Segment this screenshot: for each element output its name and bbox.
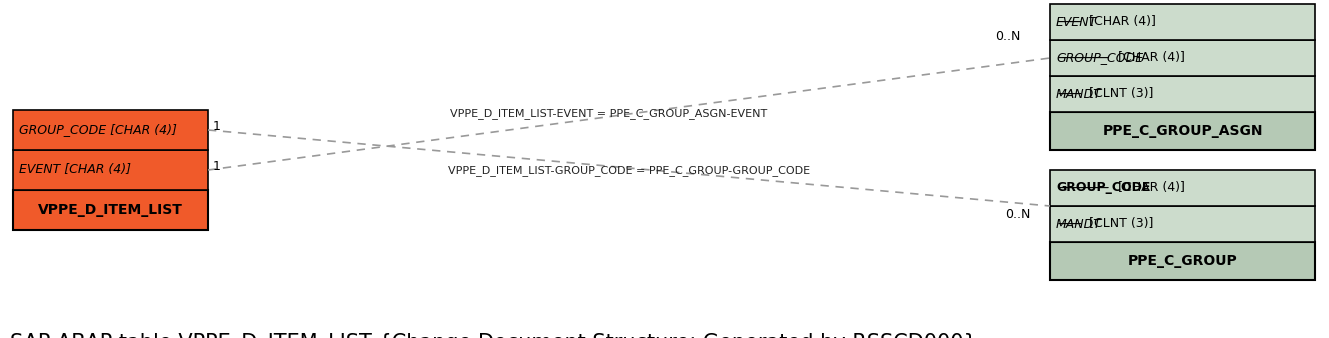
Text: 1: 1: [213, 120, 221, 133]
Text: SAP ABAP table VPPE_D_ITEM_LIST {Change Document Structure; Generated by RSSCD00: SAP ABAP table VPPE_D_ITEM_LIST {Change …: [11, 333, 977, 338]
Text: [CHAR (4)]: [CHAR (4)]: [1084, 16, 1156, 28]
Bar: [13, 190, 209, 230]
Bar: [1050, 76, 1314, 112]
Text: PPE_C_GROUP: PPE_C_GROUP: [1127, 254, 1237, 268]
Text: 0..N: 0..N: [1005, 208, 1030, 221]
Text: MANDT: MANDT: [1057, 88, 1102, 100]
Text: EVENT [CHAR (4)]: EVENT [CHAR (4)]: [19, 164, 132, 176]
Text: GROUP_CODE [CHAR (4)]: GROUP_CODE [CHAR (4)]: [19, 123, 177, 137]
Text: 0..N: 0..N: [995, 30, 1021, 43]
Bar: [1050, 206, 1314, 242]
Text: [CHAR (4)]: [CHAR (4)]: [1114, 51, 1185, 65]
Bar: [13, 150, 209, 190]
Text: PPE_C_GROUP_ASGN: PPE_C_GROUP_ASGN: [1102, 124, 1263, 138]
Text: VPPE_D_ITEM_LIST: VPPE_D_ITEM_LIST: [39, 203, 183, 217]
Text: GROUP_CODE: GROUP_CODE: [1057, 51, 1143, 65]
Text: [CHAR (4)]: [CHAR (4)]: [1114, 182, 1185, 194]
Text: VPPE_D_ITEM_LIST-EVENT = PPE_C_GROUP_ASGN-EVENT: VPPE_D_ITEM_LIST-EVENT = PPE_C_GROUP_ASG…: [451, 108, 768, 119]
Text: MANDT: MANDT: [1057, 217, 1102, 231]
Text: [CLNT (3)]: [CLNT (3)]: [1084, 88, 1154, 100]
Bar: [1050, 112, 1314, 150]
Text: VPPE_D_ITEM_LIST-GROUP_CODE = PPE_C_GROUP-GROUP_CODE: VPPE_D_ITEM_LIST-GROUP_CODE = PPE_C_GROU…: [448, 165, 811, 176]
Bar: [13, 110, 209, 150]
Text: EVENT: EVENT: [1057, 16, 1098, 28]
Bar: [1050, 170, 1314, 206]
Bar: [1050, 242, 1314, 280]
Bar: [1050, 40, 1314, 76]
Text: GROUP_CODE: GROUP_CODE: [1057, 182, 1151, 194]
Bar: [1050, 4, 1314, 40]
Text: [CLNT (3)]: [CLNT (3)]: [1084, 217, 1154, 231]
Text: 1: 1: [213, 160, 221, 173]
